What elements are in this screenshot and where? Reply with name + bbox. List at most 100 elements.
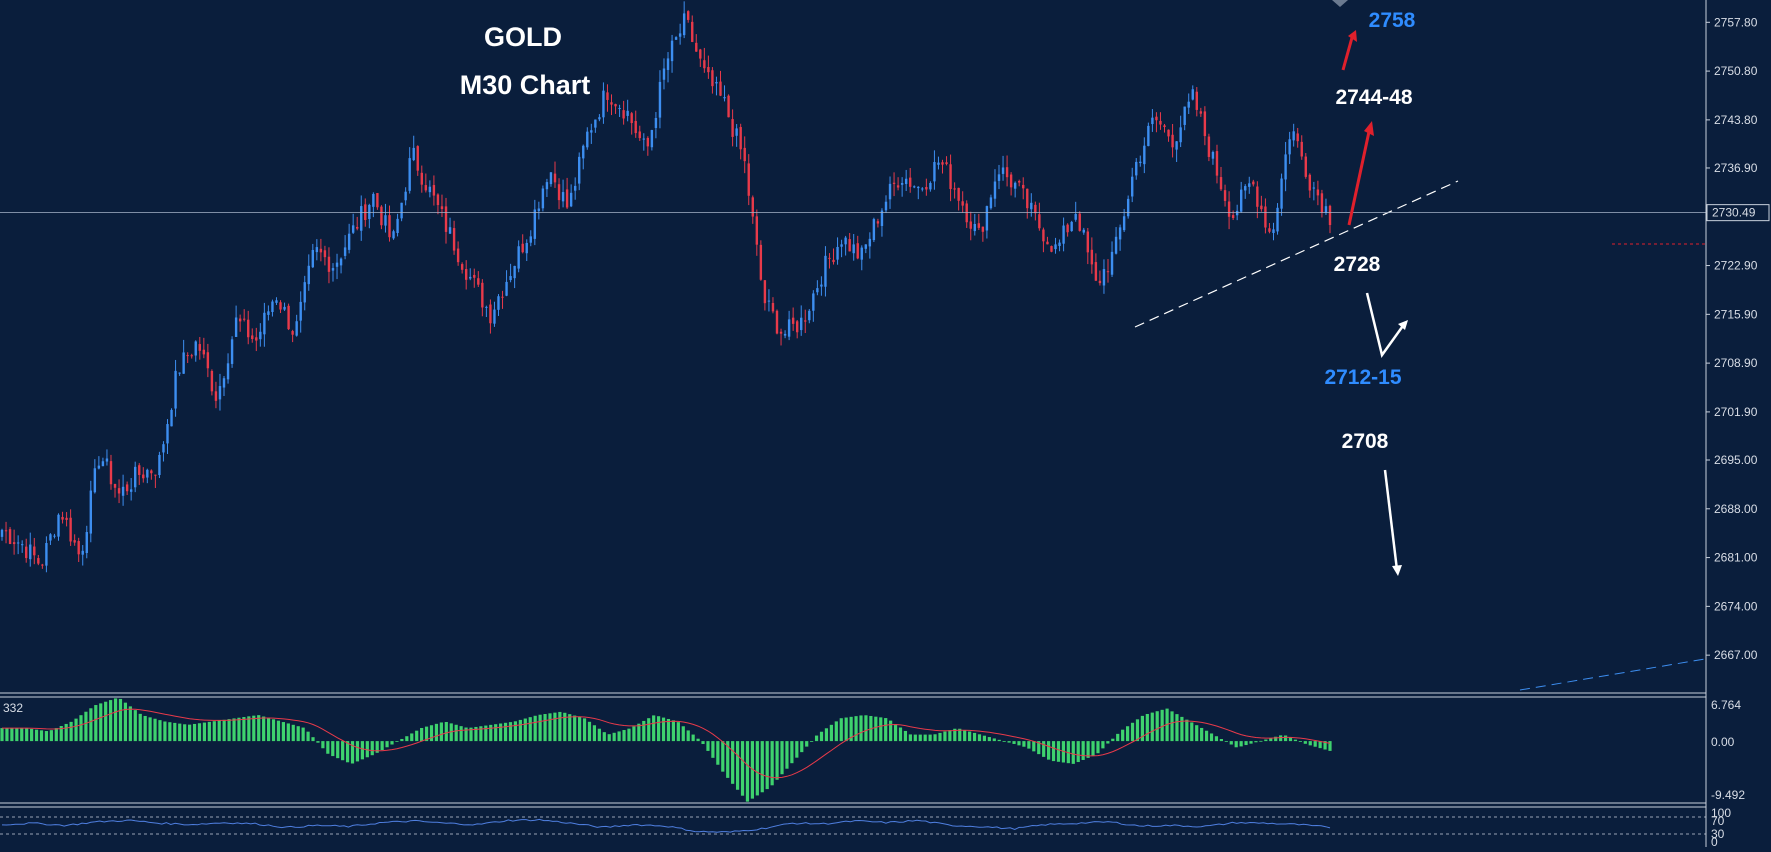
macd-bar [854,716,858,742]
candle-body [485,306,488,308]
candle-body [1199,111,1203,114]
macd-bar [1145,713,1149,742]
macd-bar [25,728,29,742]
rsi-ticks: 100 70 30 0 [1711,806,1731,849]
candle-body [747,163,750,196]
price-axis: 2757.80 2750.80 2743.80 2736.90 2722.90 2715.… [1705,0,1770,849]
candle-body [230,339,234,364]
candle-body [400,202,403,219]
candle-body [832,259,835,263]
macd-bar [1012,741,1016,744]
macd-bar [652,715,656,742]
macd-bar [750,741,754,799]
macd-bar [489,724,493,742]
candle-body [1066,224,1069,233]
rsi-line [1,818,1331,833]
macd-bar [963,730,967,742]
macd-bar [1175,714,1179,742]
candle-body [158,454,161,476]
macd-bar [997,739,1001,742]
macd-bar [89,708,93,742]
candle-body [1094,262,1098,281]
macd-bar [202,722,207,742]
macd-bar [681,726,685,742]
candle-body [989,197,993,209]
macd-bar [701,741,705,745]
candle-body [1062,225,1065,244]
candle-body [234,317,238,337]
macd-bar [1180,716,1184,742]
macd-bar [1274,736,1278,742]
candle-body [606,92,609,100]
macd-bar [266,717,271,742]
candle-body [1155,116,1158,121]
candle-body [909,177,912,187]
macd-bar [109,700,113,742]
macd-bar [849,716,853,742]
macd-bar [331,741,335,757]
candle-body [1106,271,1110,273]
macd-bar [676,722,680,742]
candle-body [687,11,690,20]
candle-body [1276,207,1279,232]
macd-bar [326,741,330,754]
candle-body [735,128,738,136]
macd-bar [257,715,261,742]
macd-bar [1051,741,1056,762]
candle-body [1211,151,1215,159]
candle-body [824,255,827,287]
macd-bar [247,716,251,742]
candle-body [933,162,936,182]
candle-body [582,145,585,159]
candle-body [666,58,670,70]
macd-bar [5,728,9,742]
macd-bar [987,737,991,742]
candle-body [699,49,702,59]
candle-body [194,341,197,356]
candle-body [452,228,456,251]
macd-bar [212,721,216,742]
candle-body [57,514,60,537]
candle-body [969,221,972,229]
candle-body [85,532,88,554]
macd-bar [30,728,34,742]
candle-body [1248,183,1251,187]
y-tick-label: 2750.80 [1714,64,1758,78]
macd-bar [938,732,942,742]
macd-bar [1150,712,1154,742]
macd-bar [647,718,651,742]
candle-body [723,97,726,99]
macd-bar [740,741,745,796]
candle-body [1159,120,1162,125]
macd-bar [1279,735,1283,742]
macd-bar [814,735,819,742]
macd-bar [183,724,187,742]
candle-body [202,349,206,355]
macd-bar [434,723,439,742]
macd-bar [306,731,310,742]
macd-bar [469,727,473,742]
candle-body [364,204,367,221]
macd-bar [242,717,246,742]
candle-body [1272,229,1275,234]
candle-body [267,311,270,315]
candle-body [864,244,868,249]
macd-bar [889,720,893,742]
candle-body [1058,242,1061,247]
candle-body [0,529,4,537]
candle-body [412,147,415,161]
candle-body [170,409,173,427]
macd-bar [424,726,429,742]
y-tick-label: 2715.90 [1714,307,1758,321]
candle-body [428,186,432,193]
macd-bar [810,741,814,742]
candle-body [691,21,694,42]
macd-bar [1081,741,1085,760]
macd-bar [464,727,468,742]
candle-body [8,529,12,545]
macd-bar [232,718,236,742]
macd-bar [582,718,587,742]
candle-body [242,318,246,320]
macd-bar [454,724,458,742]
macd-bar [553,712,557,742]
